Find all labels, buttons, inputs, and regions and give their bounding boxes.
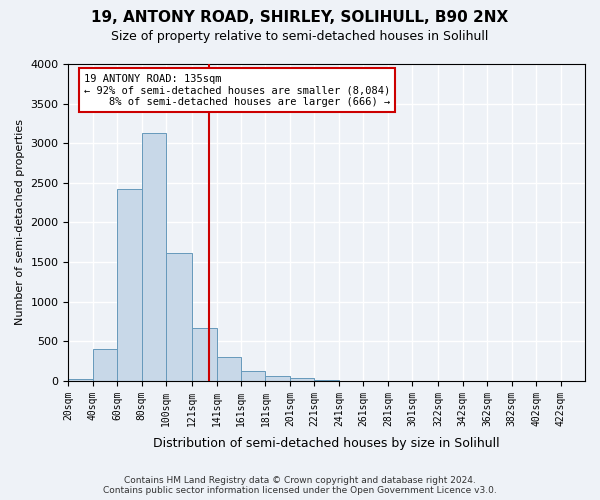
- Bar: [217, 357, 241, 381]
- Text: 19, ANTONY ROAD, SHIRLEY, SOLIHULL, B90 2NX: 19, ANTONY ROAD, SHIRLEY, SOLIHULL, B90 …: [91, 10, 509, 25]
- Bar: [192, 328, 217, 381]
- Y-axis label: Number of semi-detached properties: Number of semi-detached properties: [15, 120, 25, 326]
- Bar: [166, 252, 192, 381]
- Bar: [314, 380, 339, 381]
- Bar: [118, 189, 142, 381]
- Bar: [241, 370, 265, 381]
- Bar: [265, 376, 290, 381]
- Bar: [93, 349, 118, 381]
- Bar: [290, 378, 314, 381]
- Text: Size of property relative to semi-detached houses in Solihull: Size of property relative to semi-detach…: [112, 30, 488, 43]
- Bar: [142, 133, 166, 381]
- Text: 19 ANTONY ROAD: 135sqm
← 92% of semi-detached houses are smaller (8,084)
    8% : 19 ANTONY ROAD: 135sqm ← 92% of semi-det…: [84, 74, 390, 106]
- Text: Contains HM Land Registry data © Crown copyright and database right 2024.
Contai: Contains HM Land Registry data © Crown c…: [103, 476, 497, 495]
- X-axis label: Distribution of semi-detached houses by size in Solihull: Distribution of semi-detached houses by …: [154, 437, 500, 450]
- Bar: [68, 380, 93, 381]
